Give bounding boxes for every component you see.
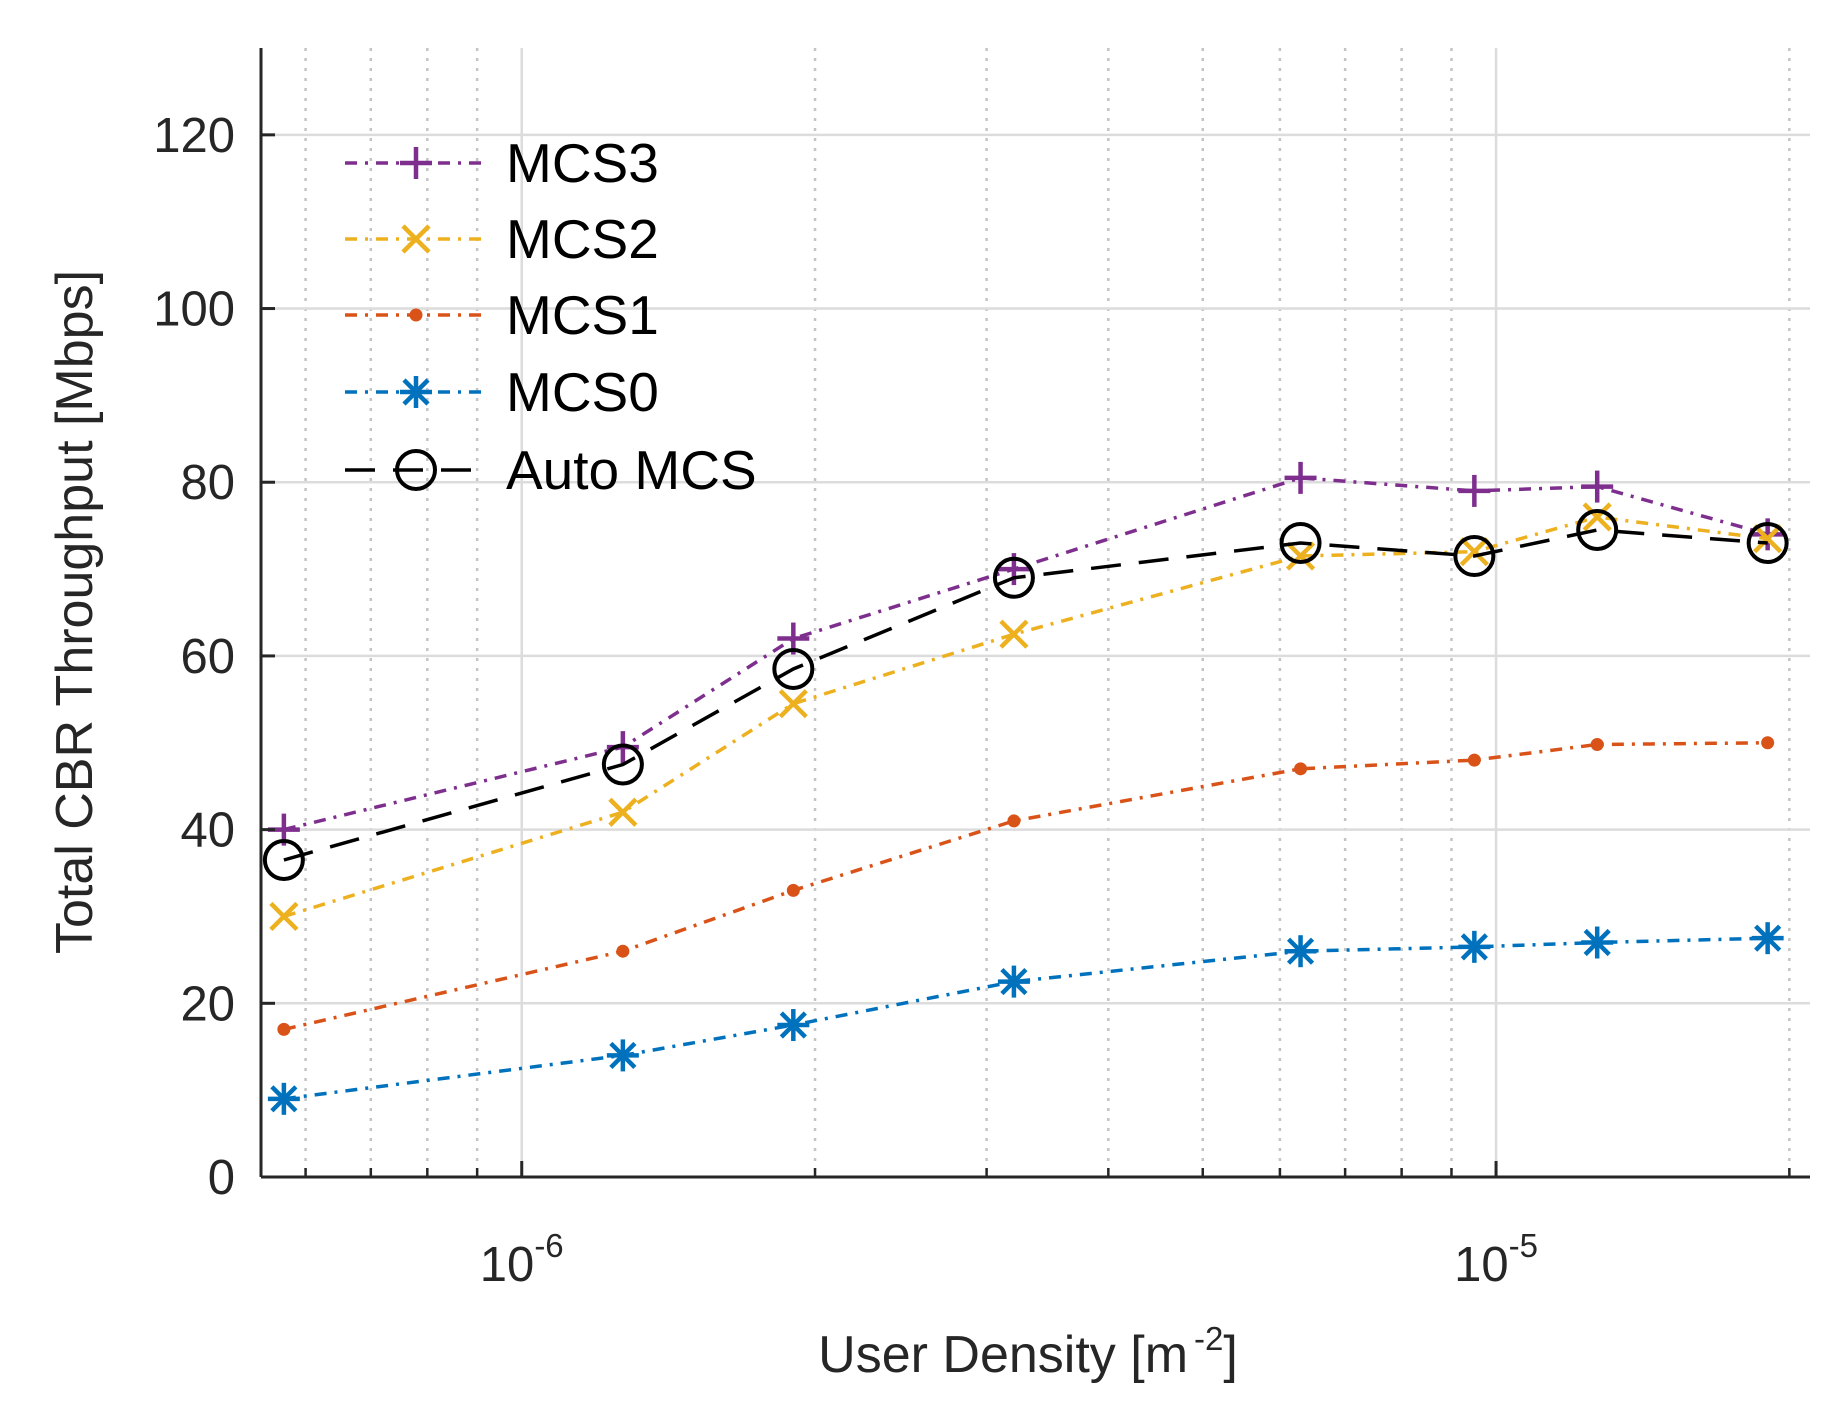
x-axis-label-exponent: -2 [1194, 1320, 1223, 1357]
y-tick-label: 60 [180, 630, 235, 684]
data-point-mcs0 [1752, 922, 1784, 954]
data-point-mcs1 [616, 945, 629, 958]
y-tick-label: 120 [153, 109, 235, 163]
data-point-mcs1 [787, 884, 800, 897]
x-tick-exponent: -6 [534, 1227, 563, 1264]
legend-label-mcs3: MCS3 [506, 132, 659, 194]
data-point-mcs0 [1581, 927, 1613, 959]
data-point-mcs1 [1591, 738, 1604, 751]
data-point-mcs0 [268, 1083, 300, 1115]
y-tick-label: 80 [180, 456, 235, 510]
y-tick-label: 100 [153, 283, 235, 337]
legend-label-mcs1: MCS1 [506, 284, 659, 346]
data-point-mcs1 [1468, 754, 1481, 767]
data-point-mcs0 [1285, 935, 1317, 967]
data-point-mcs0 [998, 966, 1030, 998]
legend-label-auto-mcs: Auto MCS [506, 439, 757, 501]
legend-label-mcs0: MCS0 [506, 361, 659, 423]
data-point-mcs1 [277, 1023, 290, 1036]
x-axis-label-main: User Density [m [818, 1326, 1188, 1384]
x-axis-label-end: ] [1223, 1326, 1237, 1384]
legend-marker-mcs1 [410, 309, 423, 322]
chart-background [0, 0, 1844, 1415]
data-point-mcs1 [1294, 762, 1307, 775]
x-tick-exponent: -5 [1509, 1227, 1538, 1264]
data-point-mcs1 [1007, 814, 1020, 827]
y-tick-label: 20 [180, 977, 235, 1031]
x-axis-label: User Density [m -2] [818, 1320, 1238, 1384]
data-point-mcs0 [607, 1039, 639, 1071]
y-tick-label: 0 [208, 1151, 235, 1205]
throughput-chart: 02040608010012010-6 10-5 Total CBR Throug… [0, 0, 1844, 1415]
data-point-mcs1 [1761, 736, 1774, 749]
x-tick-base: 10 [480, 1238, 535, 1292]
y-axis-label: Total CBR Throughput [Mbps] [46, 270, 104, 954]
x-tick-base: 10 [1454, 1238, 1509, 1292]
data-point-mcs0 [1458, 931, 1490, 963]
legend-label-mcs2: MCS2 [506, 208, 659, 270]
data-point-mcs0 [777, 1009, 809, 1041]
legend-marker-mcs0 [400, 376, 432, 408]
y-tick-label: 40 [180, 804, 235, 858]
